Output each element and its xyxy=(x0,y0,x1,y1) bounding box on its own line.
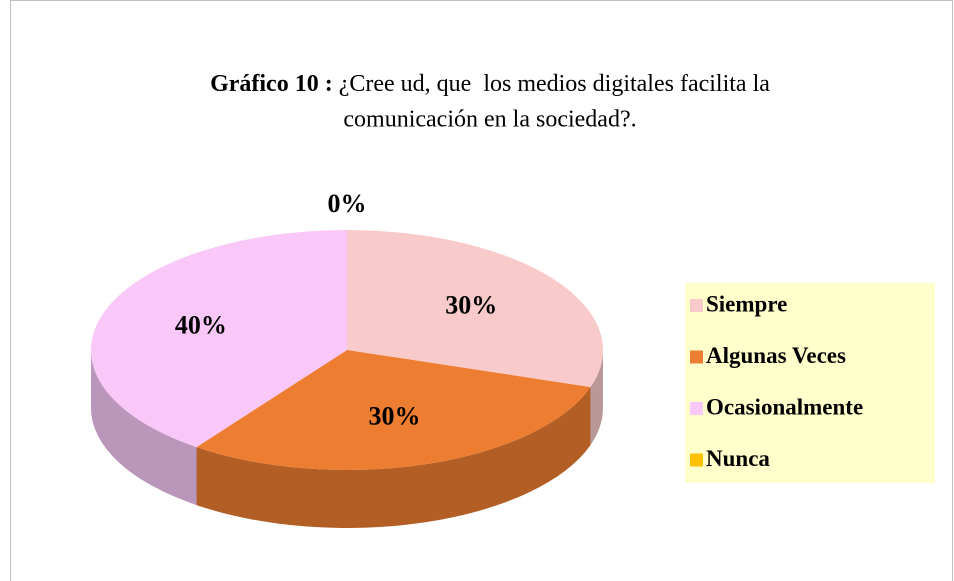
legend-label: Algunas Veces xyxy=(706,343,846,368)
pie-slice xyxy=(196,350,591,470)
pie-slice xyxy=(347,230,603,388)
legend-swatch xyxy=(690,350,703,364)
chart-title: Gráfico 10 : ¿Cree ud, que los medios di… xyxy=(210,71,770,97)
legend-swatch xyxy=(690,402,703,415)
legend-label: Siempre xyxy=(706,291,787,316)
title-line: comunicación en la sociedad?. xyxy=(343,107,636,133)
data-label: 0% xyxy=(328,189,367,218)
data-label: 30% xyxy=(368,401,420,430)
legend-swatch xyxy=(690,299,703,312)
pie-slice-side xyxy=(590,350,603,446)
title-line: ¿Cree ud, que los medios digitales facil… xyxy=(339,71,771,97)
data-label: 40% xyxy=(175,311,227,340)
pie-slice xyxy=(91,230,347,448)
legend-swatch xyxy=(690,453,703,467)
title-label: Gráfico 10 : xyxy=(210,71,333,97)
legend-label: Nunca xyxy=(706,446,770,471)
legend-box xyxy=(685,283,935,483)
legend-label: Ocasionalmente xyxy=(706,394,863,419)
pie-slice-side xyxy=(196,387,591,528)
data-label: 30% xyxy=(445,291,497,320)
pie-slice-side xyxy=(91,350,197,506)
